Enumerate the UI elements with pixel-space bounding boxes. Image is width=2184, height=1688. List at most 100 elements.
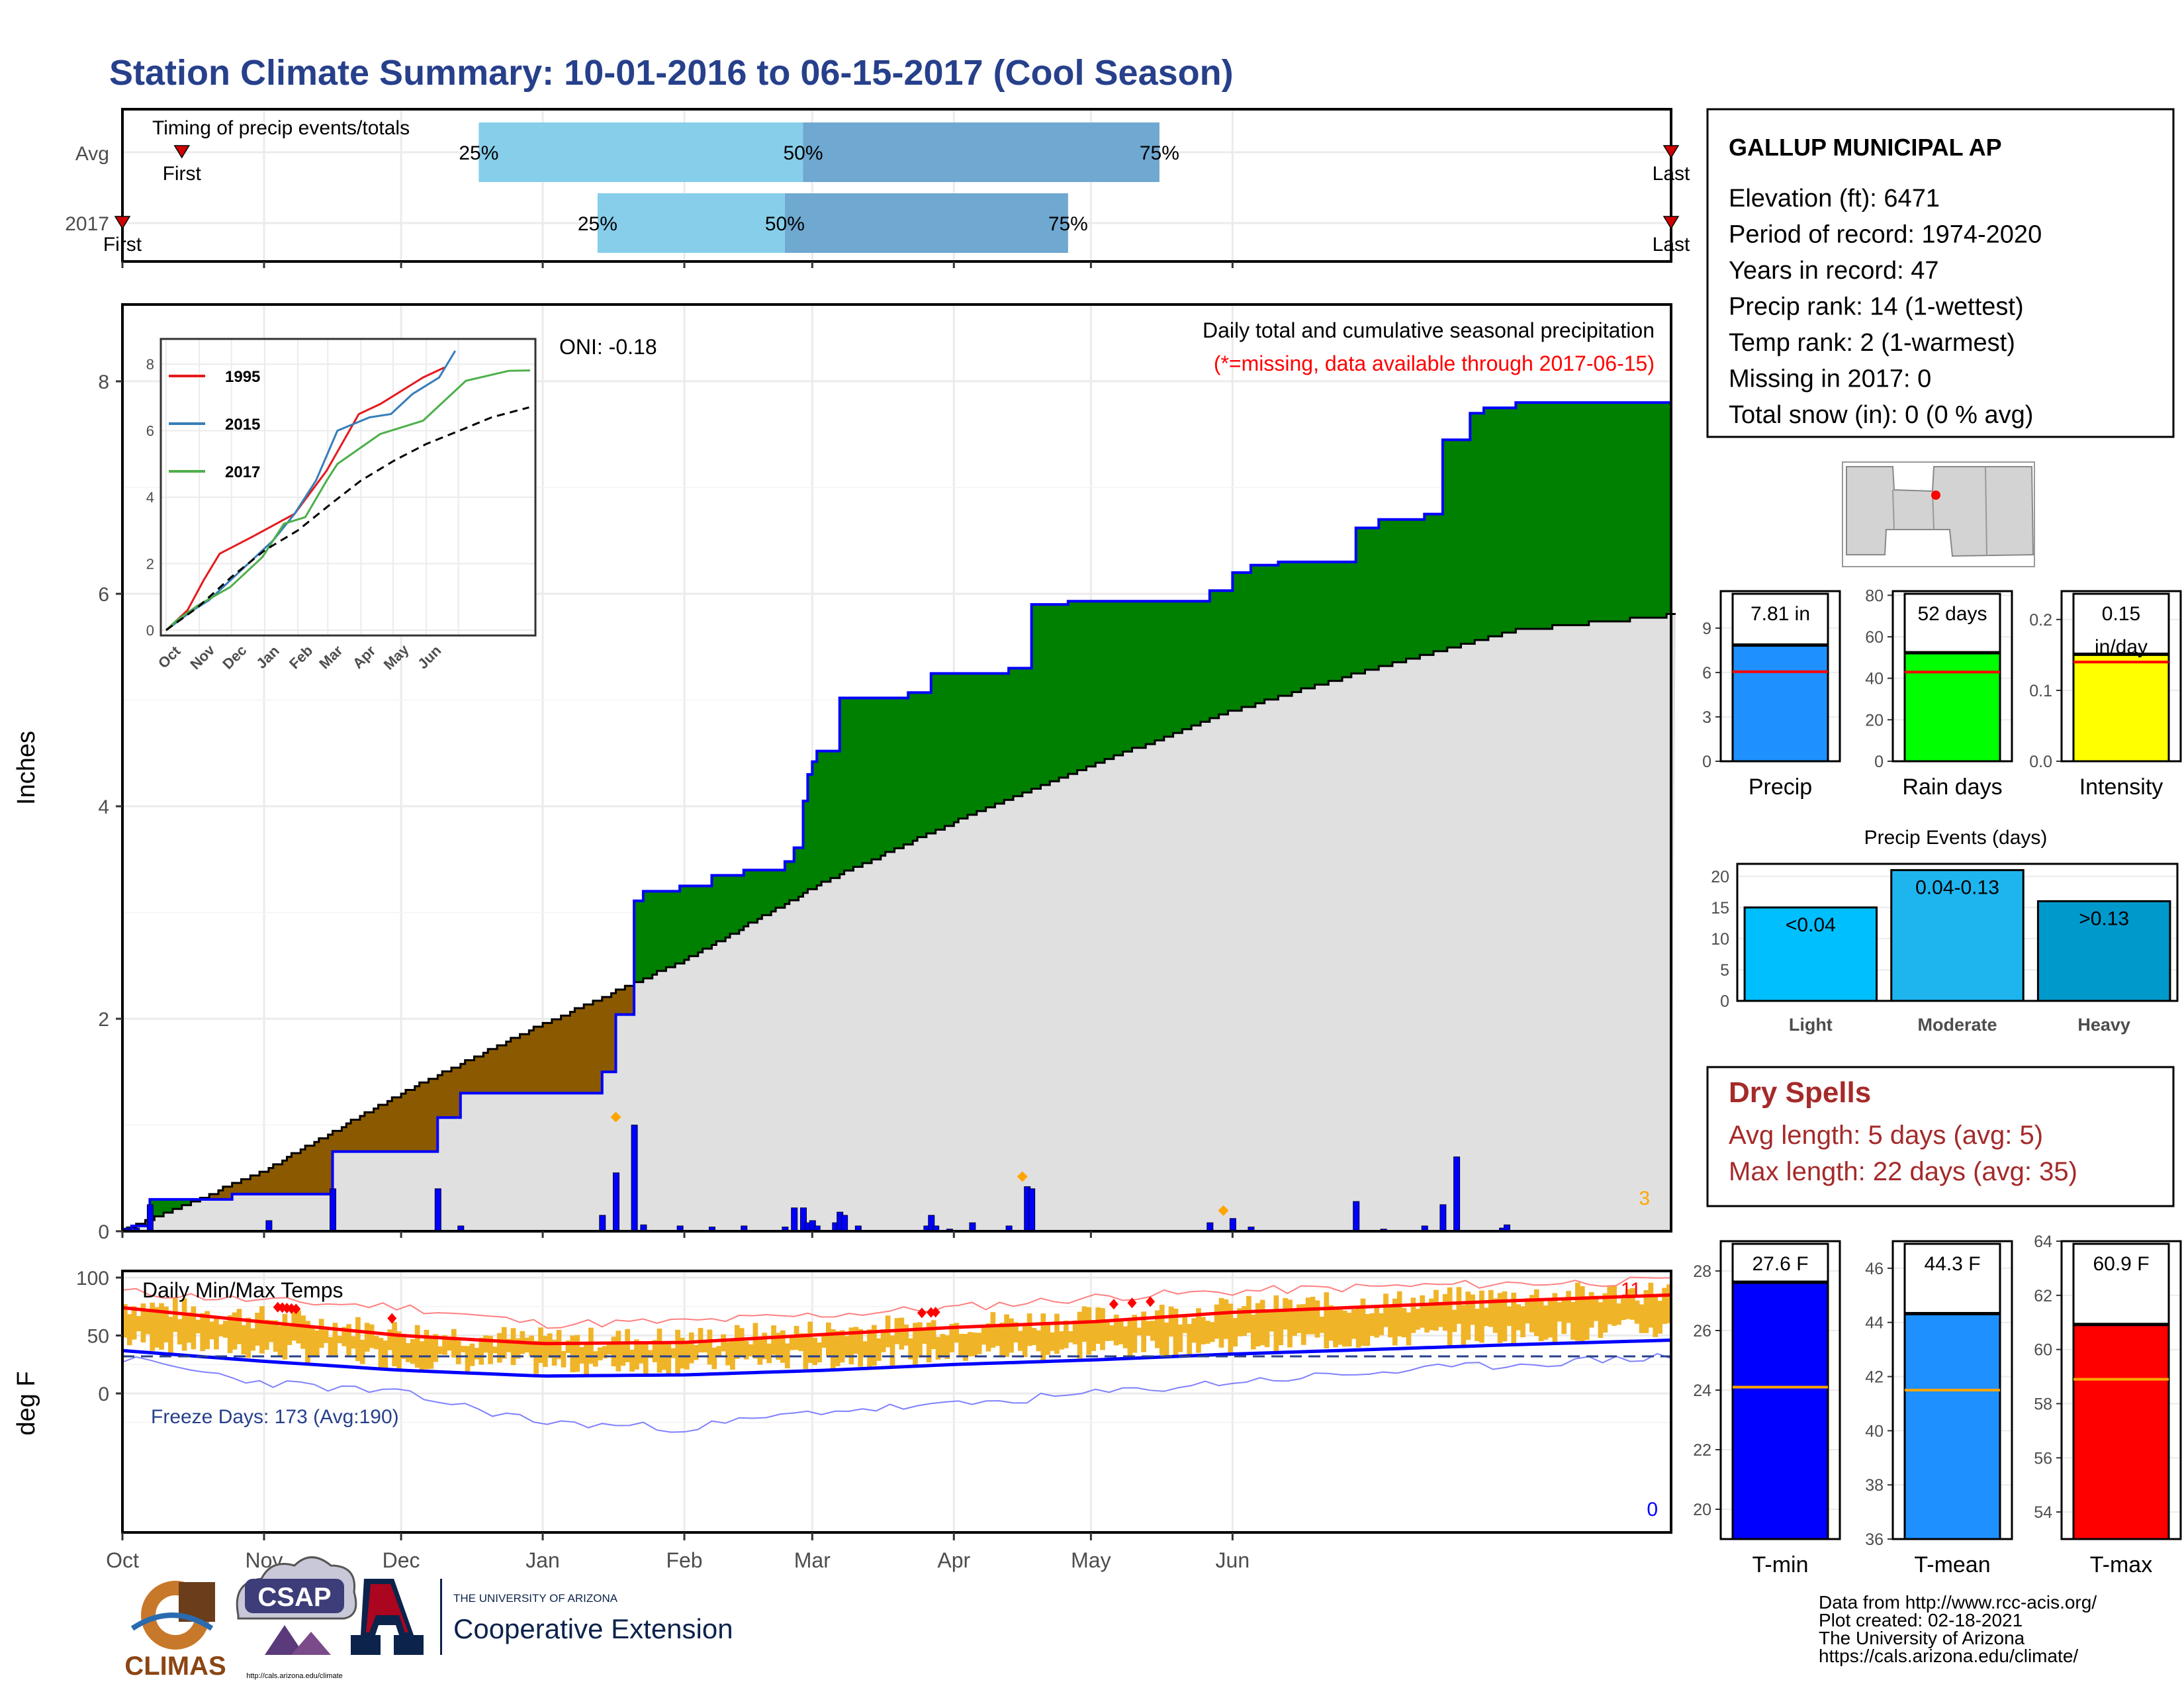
surplus-fill bbox=[707, 886, 713, 949]
daily-temp-bar bbox=[1383, 1293, 1388, 1327]
daily-temp-bar bbox=[1300, 1304, 1306, 1345]
surplus-fill bbox=[186, 1199, 192, 1205]
daily-temp-bar bbox=[1113, 1315, 1119, 1346]
deficit-fill bbox=[227, 1186, 233, 1199]
daily-temp-bar bbox=[405, 1342, 411, 1362]
daily-temp-bar bbox=[1415, 1309, 1421, 1330]
daily-temp-bar bbox=[209, 1321, 214, 1340]
surplus-fill bbox=[1479, 413, 1484, 640]
surplus-fill bbox=[1209, 590, 1215, 718]
surplus-fill bbox=[743, 870, 749, 927]
daily-precip-bar bbox=[1353, 1201, 1360, 1232]
daily-temp-bar bbox=[771, 1325, 776, 1355]
surplus-fill bbox=[1383, 519, 1388, 667]
daily-temp-bar bbox=[1296, 1304, 1302, 1333]
inset-y-tick-label: 0 bbox=[146, 622, 154, 639]
deficit-fill bbox=[341, 1127, 347, 1152]
daily-temp-bar bbox=[1433, 1289, 1439, 1331]
surplus-fill bbox=[1666, 402, 1672, 614]
daily-temp-bar bbox=[1196, 1308, 1201, 1353]
surplus-fill bbox=[675, 891, 680, 964]
daily-temp-bar bbox=[839, 1330, 845, 1363]
deficit-fill bbox=[620, 989, 625, 1015]
surplus-fill bbox=[1547, 402, 1553, 629]
daily-temp-bar bbox=[634, 1339, 639, 1370]
events-x-label: Heavy bbox=[2077, 1015, 2130, 1035]
daily-temp-bar bbox=[396, 1331, 402, 1369]
temp-panel: 0 50 100 deg F Daily Min/Max Temps Freeze … bbox=[13, 1268, 1672, 1534]
daily-temp-bar bbox=[794, 1325, 799, 1350]
daily-temp-bar bbox=[474, 1348, 480, 1360]
surplus-fill bbox=[789, 861, 795, 901]
surplus-fill bbox=[1566, 402, 1571, 626]
daily-temp-bar bbox=[1305, 1297, 1311, 1335]
deficit-fill bbox=[414, 1086, 420, 1152]
surplus-fill bbox=[1648, 402, 1653, 618]
surplus-fill bbox=[1017, 668, 1023, 796]
timing-bar-q2 bbox=[803, 122, 1160, 182]
deficit-fill bbox=[359, 1115, 365, 1152]
daily-temp-bar bbox=[1538, 1301, 1544, 1341]
summary-y-tick-label: 22 bbox=[1693, 1441, 1711, 1460]
daily-temp-bar bbox=[551, 1339, 557, 1366]
surplus-fill bbox=[940, 673, 946, 830]
daily-temp-bar bbox=[1396, 1291, 1402, 1336]
surplus-fill bbox=[985, 673, 991, 808]
daily-temp-bar bbox=[1392, 1298, 1398, 1346]
surplus-fill bbox=[1109, 601, 1115, 759]
surplus-fill bbox=[1163, 601, 1169, 737]
deficit-fill bbox=[218, 1190, 224, 1199]
deficit-fill bbox=[602, 997, 608, 1072]
deficit-fill bbox=[451, 1067, 457, 1118]
daily-temp-bar bbox=[1031, 1328, 1037, 1345]
daily-temp-bar bbox=[588, 1327, 594, 1364]
record-high-count: 11 bbox=[1621, 1279, 1641, 1301]
surplus-fill bbox=[1360, 528, 1366, 674]
inset-y-tick-label: 8 bbox=[146, 356, 154, 373]
daily-temp-bar bbox=[547, 1333, 553, 1358]
surplus-fill bbox=[1451, 440, 1457, 648]
daily-temp-bar bbox=[465, 1346, 471, 1372]
deficit-fill bbox=[332, 1131, 338, 1152]
surplus-fill bbox=[1406, 519, 1412, 659]
surplus-fill bbox=[1228, 590, 1233, 711]
surplus-fill bbox=[734, 875, 740, 934]
surplus-fill bbox=[1346, 561, 1352, 678]
surplus-fill bbox=[1100, 601, 1105, 763]
daily-temp-bar bbox=[1598, 1302, 1604, 1338]
month-tick-label: Mar bbox=[794, 1548, 831, 1572]
surplus-fill bbox=[168, 1199, 173, 1213]
surplus-fill bbox=[1653, 402, 1658, 618]
deficit-fill bbox=[236, 1182, 242, 1194]
surplus-fill bbox=[1159, 601, 1165, 741]
month-tick-label: Dec bbox=[383, 1548, 420, 1572]
surplus-fill bbox=[1201, 601, 1206, 722]
surplus-fill bbox=[1525, 402, 1530, 629]
daily-temp-bar bbox=[1492, 1298, 1498, 1333]
deficit-fill bbox=[314, 1142, 320, 1194]
daily-temp-bar bbox=[1406, 1312, 1412, 1346]
surplus-fill bbox=[921, 692, 927, 837]
daily-temp-bar bbox=[1662, 1288, 1667, 1325]
surplus-fill bbox=[976, 673, 982, 812]
daily-temp-bar bbox=[1621, 1298, 1626, 1321]
surplus-fill bbox=[826, 751, 831, 882]
surplus-fill bbox=[711, 875, 717, 945]
temp-y-tick-label: 100 bbox=[76, 1268, 109, 1289]
summary-plot-border bbox=[1891, 590, 2013, 763]
surplus-fill bbox=[899, 698, 904, 849]
surplus-fill bbox=[771, 870, 776, 912]
daily-temp-bar bbox=[889, 1335, 895, 1368]
daily-temp-bar bbox=[1269, 1311, 1275, 1332]
surplus-fill bbox=[1095, 601, 1101, 763]
credit-line-1: Data from http://www.rcc-acis.org/ bbox=[1819, 1592, 2097, 1613]
surplus-fill bbox=[812, 761, 817, 890]
surplus-fill bbox=[862, 698, 868, 863]
deficit-fill bbox=[506, 1041, 512, 1094]
surplus-fill bbox=[1081, 601, 1087, 771]
daily-temp-bar bbox=[1365, 1314, 1371, 1346]
daily-temp-bar bbox=[1666, 1284, 1672, 1323]
deficit-fill bbox=[520, 1034, 525, 1094]
daily-temp-bar bbox=[1607, 1286, 1613, 1325]
normal-min-line bbox=[122, 1338, 1672, 1378]
